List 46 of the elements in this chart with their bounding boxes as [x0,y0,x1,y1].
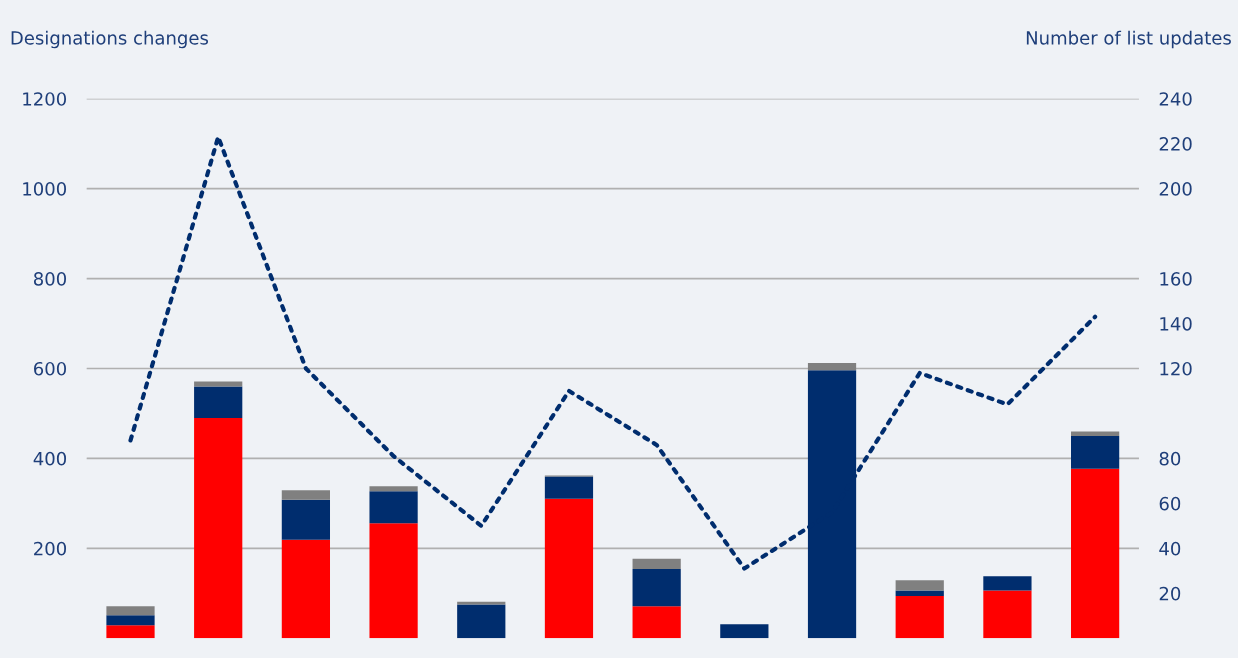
bar [369,523,418,639]
y2-tick-label: 20 [1159,586,1181,601]
bar [632,569,681,607]
y2-tick-label: 220 [1159,137,1192,151]
bar [720,624,769,639]
bar [194,417,243,639]
y2-tick-label: 200 [1159,182,1192,196]
bar [895,590,944,596]
y2-tick-label: 240 [1159,92,1192,106]
bar [632,606,681,639]
bar [983,576,1032,591]
bar [632,558,681,570]
bar [1071,468,1120,639]
y-tick-label: 1200 [23,92,67,106]
y2-tick-label: 80 [1159,451,1181,466]
bar [369,486,418,492]
bar [281,490,330,500]
bar [807,363,857,371]
y2-tick-label: 120 [1160,361,1192,376]
y2-tick-label: 140 [1160,316,1192,331]
bar [983,590,1032,639]
bar [194,386,243,418]
bar [895,580,944,591]
y2-tick-label: 40 [1159,541,1181,556]
bar [1071,431,1120,436]
bar [281,539,330,639]
bar [1071,435,1120,469]
bar [457,601,506,605]
y-tick-label: 600 [34,361,67,376]
bar [281,499,330,540]
bar [895,595,944,639]
y-tick-label: 1000 [23,182,67,196]
bar [457,604,506,639]
y2-tick-label: 60 [1159,496,1181,511]
bar [106,606,155,616]
y2-tick-label: 160 [1160,272,1192,286]
bar [106,615,155,626]
y-tick-label: 400 [33,451,67,466]
y-tick-label: 200 [34,541,67,556]
bar [106,625,155,639]
bar [369,491,418,524]
bar [544,498,594,639]
y-tick-label: 800 [33,272,67,286]
y2-axis-title: Number of list updates [1026,30,1231,49]
y-axis-title: Designations changes [11,30,209,49]
bar [544,476,594,499]
